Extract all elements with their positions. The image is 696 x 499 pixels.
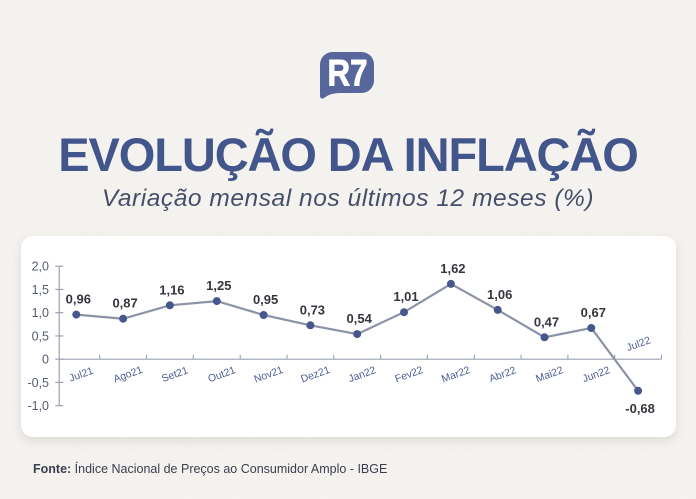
svg-text:Set21: Set21 [160, 365, 189, 385]
svg-text:-1,0: -1,0 [27, 399, 49, 413]
svg-text:-0,68: -0,68 [625, 401, 655, 416]
svg-text:2,0: 2,0 [32, 260, 49, 274]
svg-text:Mai22: Mai22 [534, 365, 565, 385]
svg-text:1,25: 1,25 [206, 278, 231, 293]
svg-text:1,62: 1,62 [440, 261, 465, 276]
svg-text:Jul22: Jul22 [625, 335, 652, 354]
svg-text:1,01: 1,01 [393, 289, 418, 304]
svg-text:Jul21: Jul21 [68, 366, 95, 385]
svg-text:Abr22: Abr22 [488, 365, 518, 385]
svg-text:Jun22: Jun22 [581, 365, 612, 385]
svg-text:0,67: 0,67 [581, 305, 606, 320]
svg-text:0,96: 0,96 [66, 292, 91, 307]
svg-text:Nov21: Nov21 [253, 365, 285, 386]
svg-text:0,5: 0,5 [32, 329, 49, 343]
svg-text:0,54: 0,54 [347, 311, 373, 326]
svg-text:0,47: 0,47 [534, 314, 559, 329]
svg-text:R7: R7 [328, 52, 368, 93]
svg-text:Fev22: Fev22 [394, 365, 425, 385]
svg-text:0,95: 0,95 [253, 292, 278, 307]
svg-text:Ago21: Ago21 [112, 365, 144, 386]
svg-text:1,06: 1,06 [487, 287, 512, 302]
svg-text:0: 0 [42, 353, 49, 367]
svg-text:-0,5: -0,5 [27, 376, 49, 390]
svg-text:1,16: 1,16 [159, 282, 184, 297]
svg-text:Dez21: Dez21 [300, 365, 332, 386]
svg-text:Jan22: Jan22 [347, 365, 378, 385]
svg-text:1,5: 1,5 [32, 283, 49, 297]
svg-text:0,87: 0,87 [112, 296, 137, 311]
svg-text:0,73: 0,73 [300, 302, 325, 317]
svg-text:Out21: Out21 [207, 365, 238, 385]
svg-text:Mar22: Mar22 [440, 365, 472, 385]
svg-text:1,0: 1,0 [32, 306, 49, 320]
